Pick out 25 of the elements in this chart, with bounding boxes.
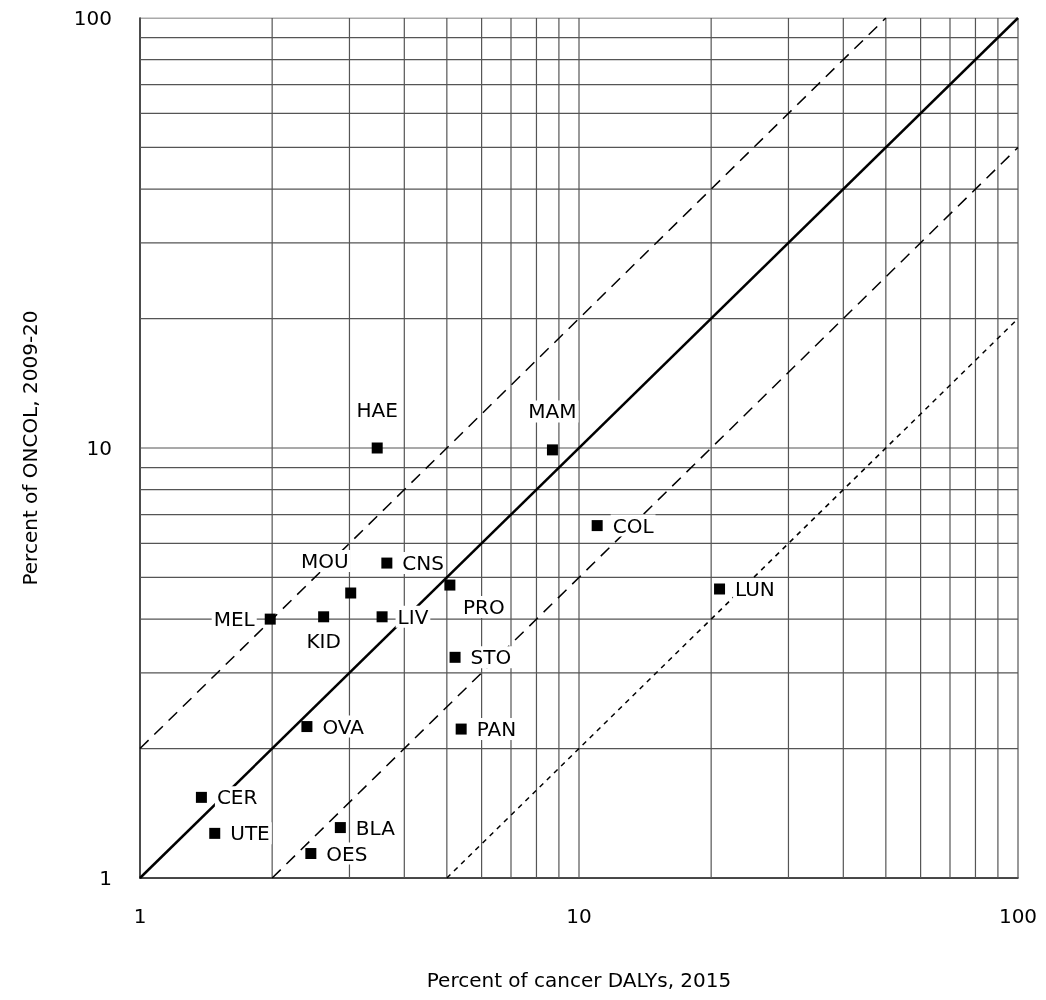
- data-label: BLA: [355, 815, 396, 840]
- data-label: CNS: [402, 551, 444, 576]
- data-label: KID: [306, 629, 341, 654]
- x-tick-label: 1: [133, 904, 147, 928]
- y-tick-label: 1: [99, 866, 112, 890]
- data-label: OES: [326, 841, 368, 866]
- x-tick-label: 100: [998, 904, 1038, 928]
- data-label: CER: [216, 785, 258, 810]
- data-label: LIV: [397, 604, 429, 629]
- y-axis-title: Percent of ONCOL, 2009-20: [18, 310, 42, 586]
- data-label: PAN: [476, 717, 517, 742]
- x-tick-label: 10: [566, 904, 592, 928]
- data-label: MEL: [213, 607, 256, 632]
- x-axis-title: Percent of cancer DALYs, 2015: [426, 968, 732, 992]
- data-label: PRO: [463, 595, 505, 620]
- data-label: MAM: [528, 399, 577, 424]
- y-tick-label: 10: [86, 436, 112, 460]
- y-tick-label: 100: [73, 6, 112, 30]
- data-label: OVA: [322, 714, 365, 739]
- data-label: STO: [470, 645, 512, 670]
- data-label: HAE: [356, 397, 398, 422]
- data-label: MOU: [300, 549, 349, 574]
- data-label: COL: [612, 513, 655, 538]
- data-label: LUN: [735, 577, 775, 601]
- data-label: UTE: [230, 821, 270, 846]
